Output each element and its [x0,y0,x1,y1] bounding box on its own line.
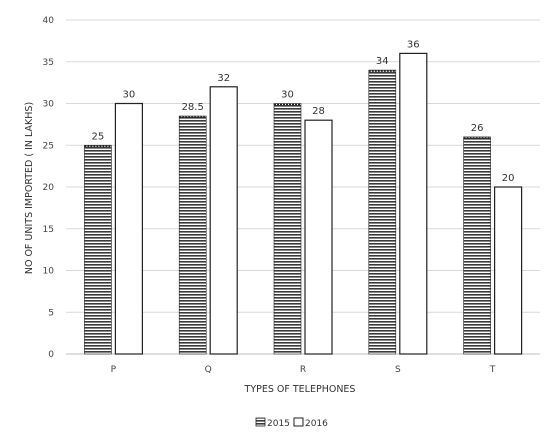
data-label-2016-S: 36 [407,39,420,50]
bar-2016-P [114,102,144,355]
legend: 2015 2016 [255,417,328,429]
bar-2016-T [494,186,523,355]
bar-2016-Q [209,86,238,355]
y-tick-label: 20 [43,183,55,193]
y-tick-label: 35 [43,58,54,68]
y-tick-label: 40 [43,16,55,26]
y-tick-label: 0 [48,350,54,360]
y-tick-label: 15 [43,225,54,235]
data-labels: 25 30 28.5 32 30 28 34 36 26 20 [92,39,515,184]
bar-2015-Q [178,115,207,355]
legend-swatch-2015 [255,417,266,427]
bars [84,52,523,355]
data-label-2015-T: 26 [471,123,484,134]
data-label-2016-T: 20 [502,173,515,184]
bar-2016-S [399,52,428,355]
x-axis-title: TYPES OF TELEPHONES [244,384,356,395]
bar-2015-R [273,103,302,355]
data-label-2015-P: 25 [92,131,105,142]
y-tick-label: 5 [48,308,54,318]
gridlines [66,19,540,355]
y-tick-label: 30 [43,100,55,110]
x-axis-ticks: P Q R S T [111,365,496,375]
x-tick-label: S [395,365,401,375]
data-label-2015-Q: 28.5 [182,102,204,113]
data-label-2016-R: 28 [312,106,325,117]
bar-2015-T [463,136,491,355]
legend-swatch-2016 [293,417,304,427]
legend-label-2016: 2016 [305,419,328,429]
x-tick-label: P [111,365,117,375]
y-axis-title: NO OF UNITS IMPORTED ( IN LAKHS) [24,102,35,274]
data-label-2016-P: 30 [123,90,136,101]
bar-2015-S [368,69,397,355]
data-label-2015-R: 30 [281,90,294,101]
y-axis-ticks: 0 5 10 15 20 25 30 35 40 [43,16,55,360]
data-label-2016-Q: 32 [217,73,230,84]
bar-2016-R [304,119,333,355]
legend-label-2015: 2015 [267,419,290,429]
data-label-2015-S: 34 [376,56,389,67]
bar-2015-P [84,144,112,355]
x-tick-label: R [300,365,306,375]
x-tick-label: Q [205,365,212,375]
y-tick-label: 10 [43,267,55,277]
y-tick-label: 25 [43,141,54,151]
x-tick-label: T [489,365,496,375]
